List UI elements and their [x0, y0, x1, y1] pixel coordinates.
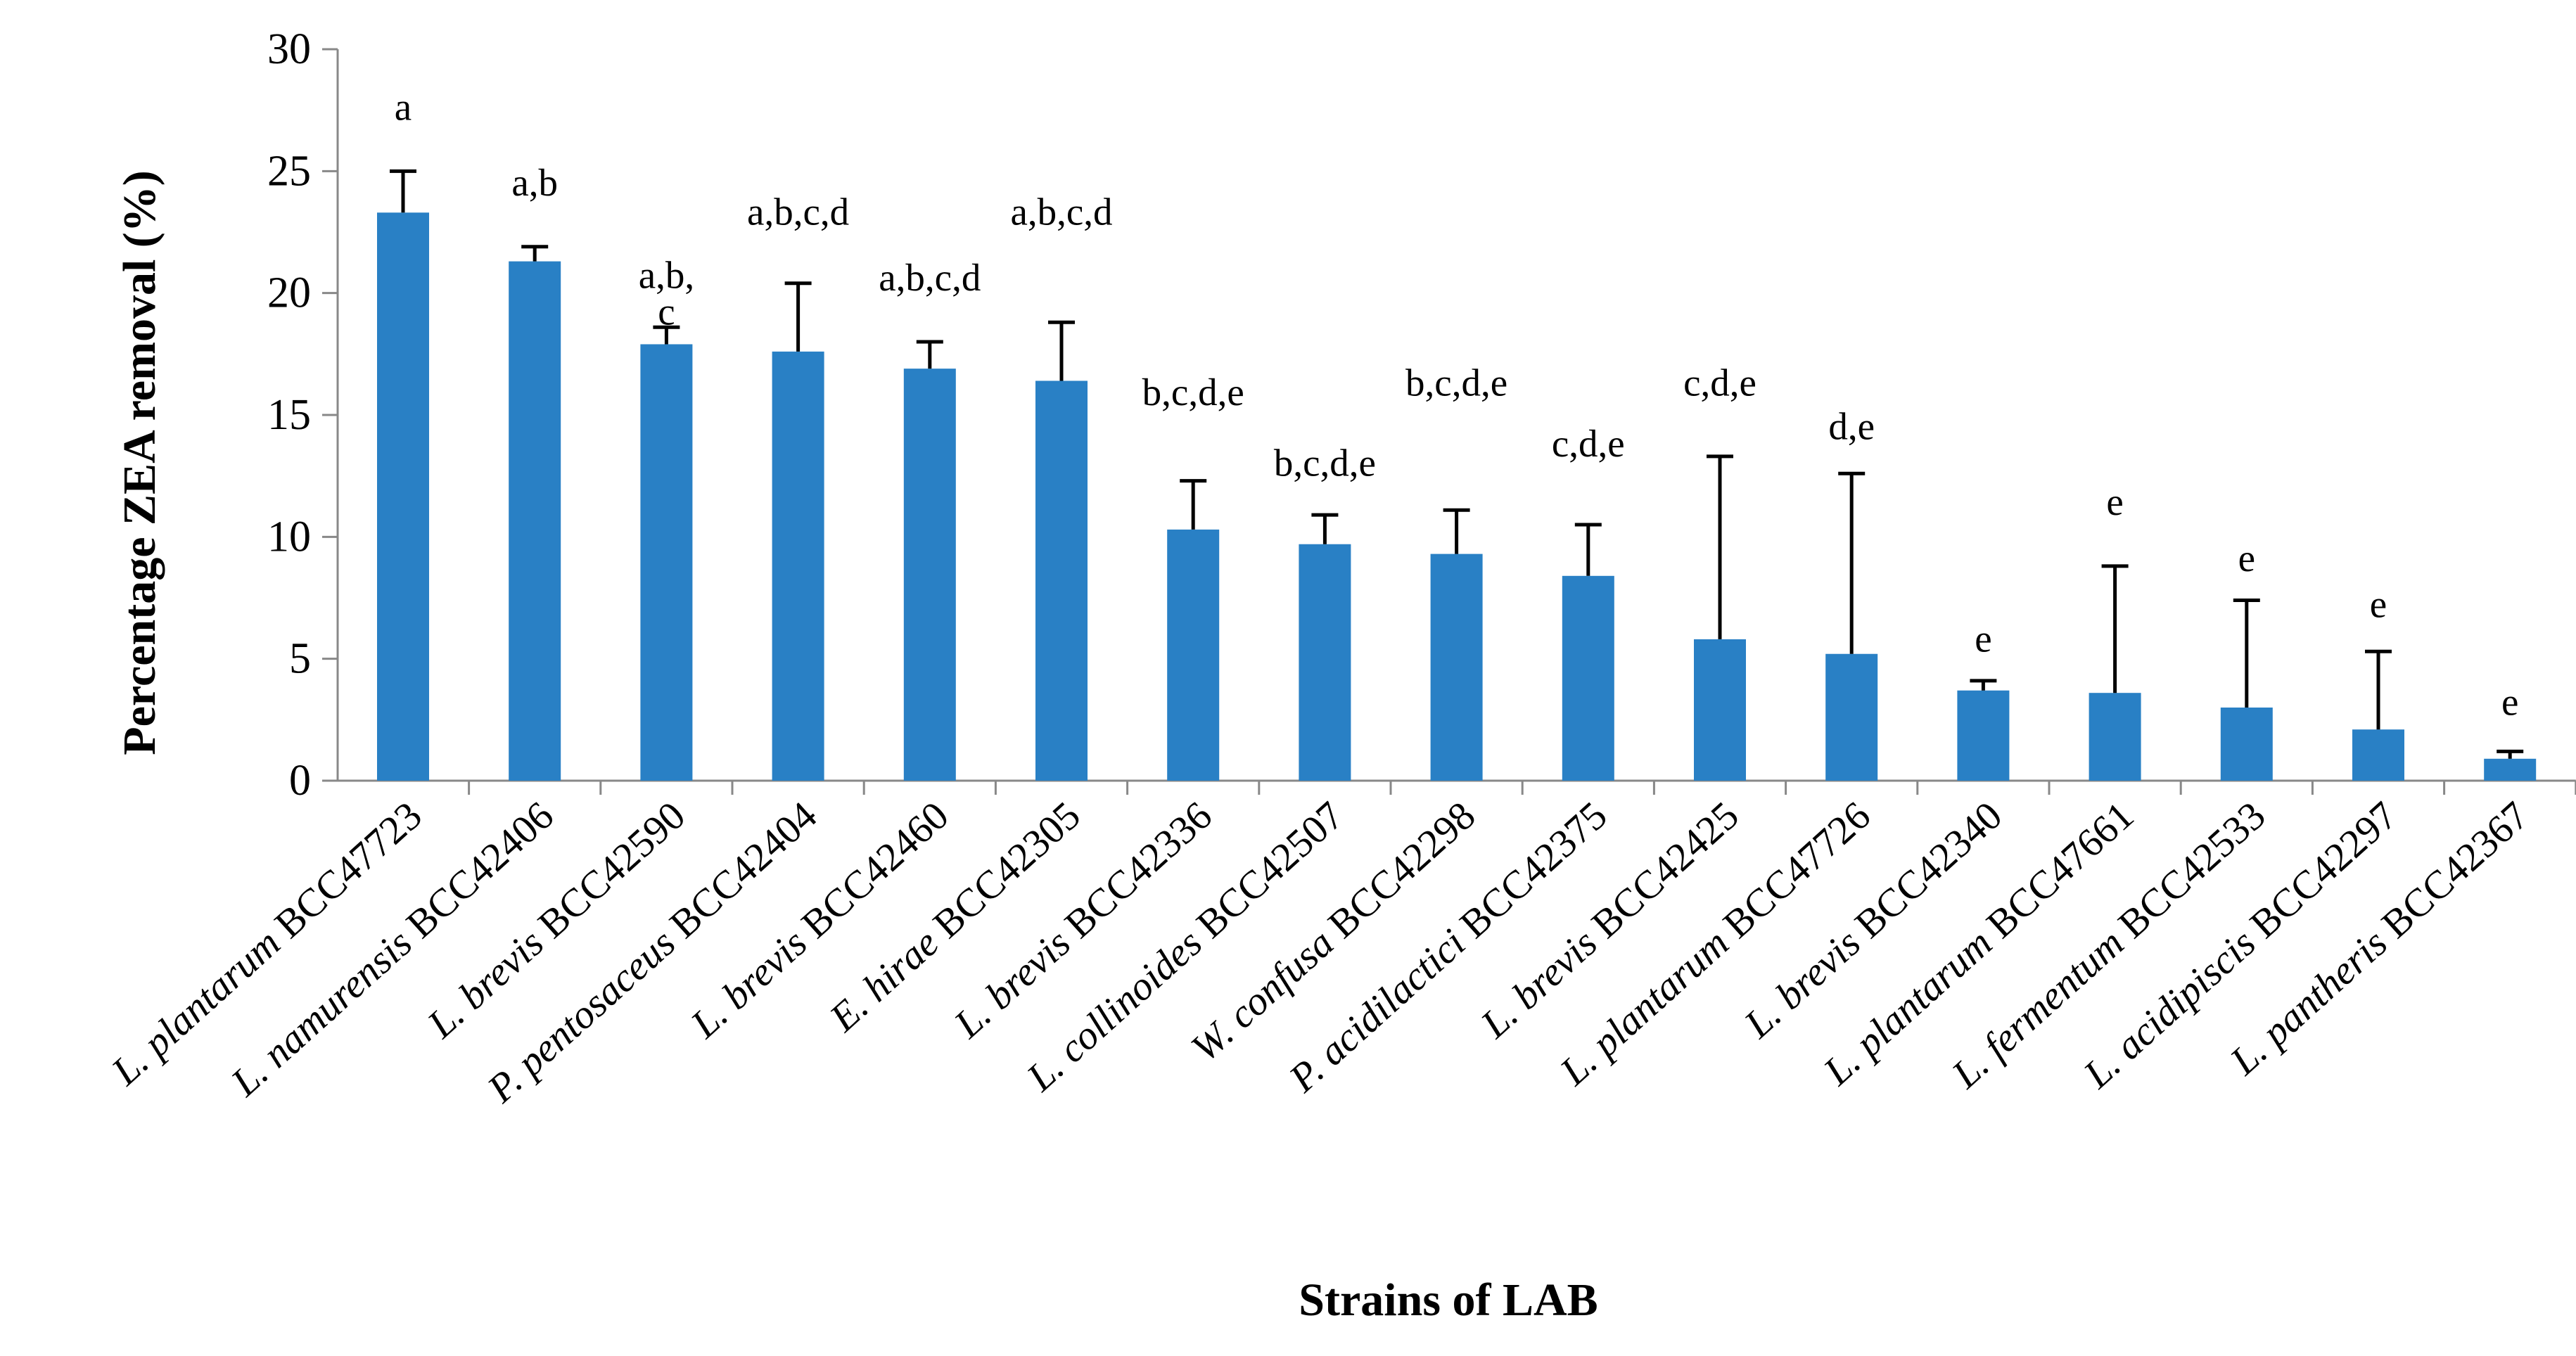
bar: [903, 369, 956, 781]
significance-label: e: [2501, 680, 2518, 723]
significance-label: d,e: [1828, 405, 1875, 448]
y-tick-label: 20: [267, 269, 311, 317]
bar: [1694, 639, 1746, 781]
y-tick-label: 30: [267, 25, 311, 73]
significance-label: b,c,d,e: [1142, 371, 1244, 414]
bar: [1825, 653, 1878, 781]
bar: [1957, 690, 2010, 781]
significance-label: a,b,c,d: [1010, 191, 1112, 234]
significance-label: e: [2370, 583, 2387, 626]
y-axis-title: Percentage ZEA removal (%): [114, 170, 165, 755]
y-tick-label: 10: [267, 513, 311, 561]
y-tick-label: 0: [289, 757, 311, 805]
significance-label: e: [2106, 480, 2123, 523]
significance-label: a,b, c: [639, 254, 694, 333]
bar: [2089, 693, 2141, 781]
y-tick-label: 15: [267, 391, 311, 439]
significance-label: a: [395, 86, 412, 129]
significance-label: b,c,d,e: [1274, 442, 1376, 485]
bar: [640, 344, 693, 781]
bar: [2484, 758, 2537, 781]
significance-label: c,d,e: [1683, 361, 1756, 404]
bar: [2220, 708, 2273, 781]
y-tick-label: 5: [289, 635, 311, 683]
y-tick-label: 25: [267, 147, 311, 195]
bar: [377, 212, 429, 781]
bar: [1035, 380, 1088, 781]
significance-label: a,b: [511, 161, 558, 204]
significance-label: b,c,d,e: [1405, 361, 1507, 404]
bar: [509, 261, 561, 781]
significance-label: e: [1975, 617, 1991, 660]
significance-label: a,b,c,d: [879, 256, 981, 299]
significance-label: e: [2238, 537, 2255, 580]
x-category-label: E. hirae BCC42305: [821, 793, 1089, 1041]
bar: [1430, 554, 1483, 781]
significance-label: a,b,c,d: [747, 191, 849, 234]
x-axis-title: Strains of LAB: [1299, 1274, 1598, 1326]
bar: [772, 351, 824, 781]
bar: [1167, 529, 1220, 781]
bar: [2352, 729, 2404, 781]
significance-label: c,d,e: [1552, 422, 1625, 465]
bar: [1562, 575, 1614, 781]
bar: [1299, 544, 1351, 781]
